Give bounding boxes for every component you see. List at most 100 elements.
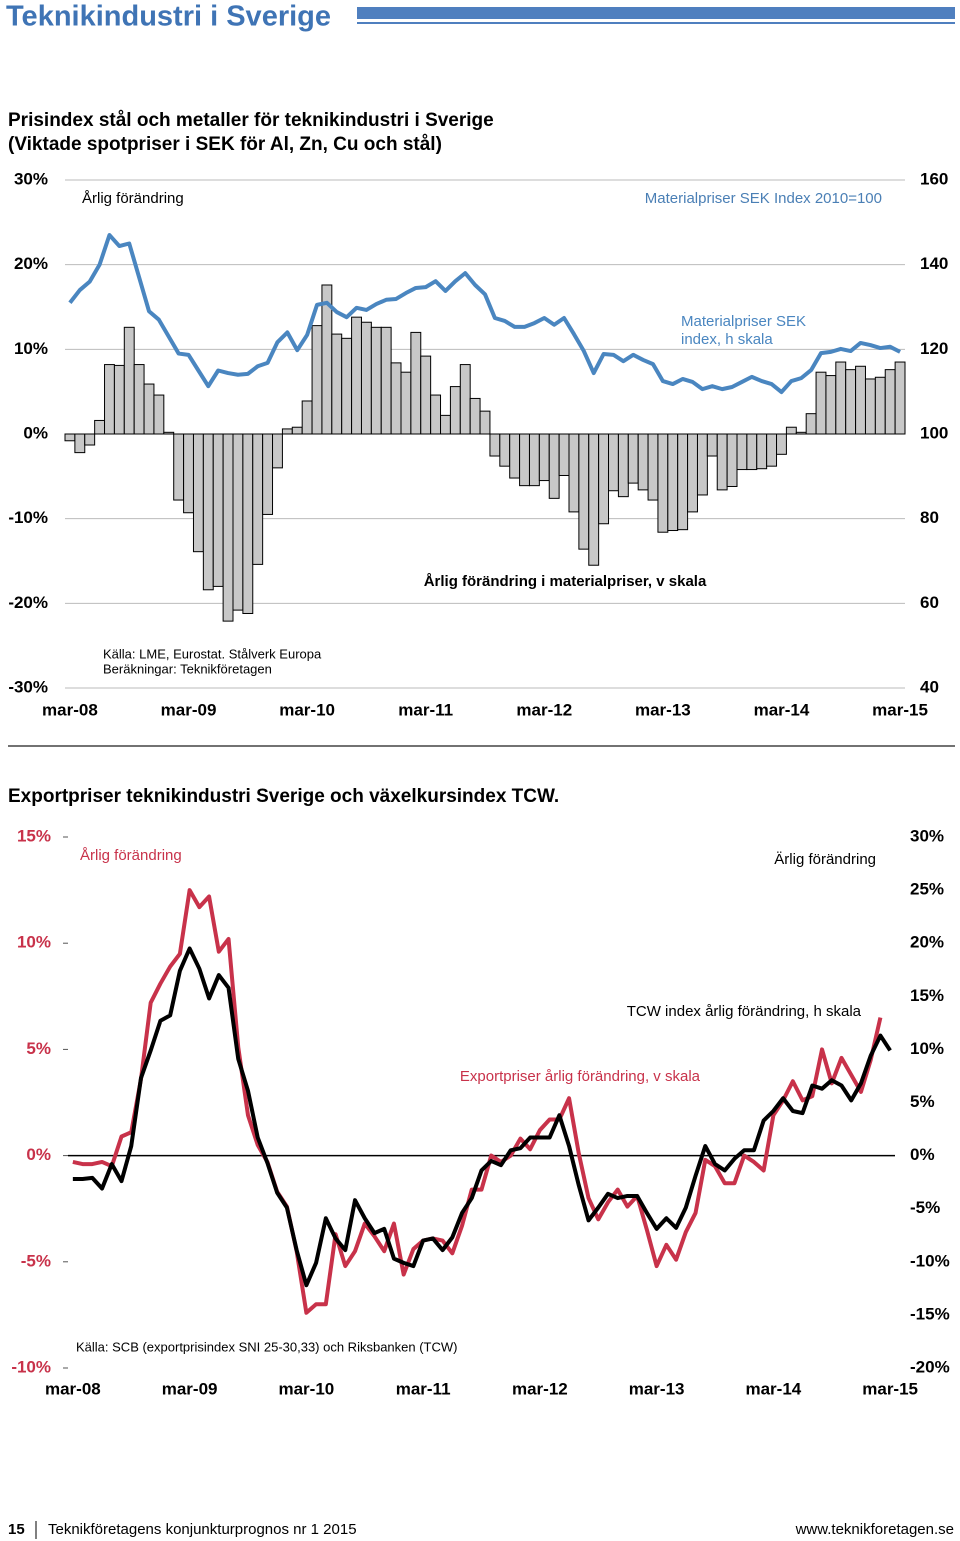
bar — [776, 433, 787, 455]
bar — [617, 433, 629, 498]
x-tick-label: mar-10 — [279, 700, 335, 719]
y-tick-label: 0% — [23, 423, 48, 442]
bar — [183, 433, 194, 514]
bar — [104, 364, 115, 435]
chart-title: Exportpriser teknikindustri Sverige och … — [8, 786, 559, 807]
bar — [173, 433, 185, 501]
bar — [677, 433, 689, 531]
bar — [608, 433, 619, 492]
bar — [440, 414, 451, 435]
bar — [331, 333, 343, 435]
x-tick-label: mar-12 — [512, 1379, 568, 1398]
x-tick-label: mar-14 — [745, 1379, 801, 1398]
bar — [400, 371, 412, 435]
y-tick-label: 20% — [14, 254, 48, 273]
bar — [351, 316, 362, 435]
y2-tick-label: 80 — [920, 508, 939, 527]
bar — [410, 331, 422, 435]
bar — [212, 433, 224, 587]
y2-tick-label: 10% — [910, 1039, 944, 1058]
y-tick-label: -20% — [8, 593, 48, 612]
series-label: Årlig förändring i materialpriser, v ska… — [424, 573, 707, 590]
y-axis-label: Årlig förändring — [82, 190, 184, 207]
bar — [153, 394, 165, 435]
y2-tick-label: -15% — [910, 1304, 950, 1323]
bar — [469, 397, 481, 435]
y2-tick-label: -20% — [910, 1357, 950, 1376]
bar — [548, 433, 560, 499]
bar — [756, 433, 768, 470]
y2-tick-label: 5% — [910, 1092, 935, 1111]
bar — [281, 428, 293, 435]
bar — [232, 433, 244, 611]
bar — [509, 433, 521, 479]
bar — [192, 433, 204, 553]
bar — [301, 400, 313, 435]
bar — [578, 433, 590, 550]
line-series — [72, 946, 892, 1288]
x-tick-label: mar-10 — [278, 1379, 334, 1398]
bar — [291, 426, 303, 435]
bar — [311, 325, 323, 435]
x-tick-label: mar-14 — [754, 700, 810, 719]
bar — [736, 433, 748, 471]
y-tick-label: 10% — [14, 339, 48, 358]
bar — [84, 433, 96, 446]
bar — [726, 433, 738, 487]
bar — [874, 376, 886, 435]
chart-title: Prisindex stål och metaller för teknikin… — [8, 110, 494, 131]
bar — [805, 413, 817, 435]
bar — [113, 364, 125, 435]
bar — [598, 433, 610, 525]
bar — [262, 433, 274, 515]
y2-tick-label: -10% — [910, 1251, 950, 1270]
bar — [528, 433, 540, 487]
y2-tick-label: 30% — [910, 826, 944, 845]
bar — [538, 433, 550, 482]
bar — [568, 433, 580, 513]
y2-tick-label: 140 — [920, 254, 948, 273]
bar — [202, 433, 214, 591]
y-tick-label: -30% — [8, 677, 48, 696]
x-tick-label: mar-09 — [162, 1379, 218, 1398]
source-note: Källa: SCB (exportprisindex SNI 25-30,33… — [76, 1339, 457, 1354]
x-tick-label: mar-09 — [161, 700, 217, 719]
bar — [894, 361, 906, 435]
y2-tick-label: 100 — [920, 423, 948, 442]
line-series — [68, 233, 901, 395]
y-axis-label: Årlig förändring — [80, 847, 182, 864]
header-title: Teknikindustri i Sverige — [6, 1, 331, 33]
x-tick-label: mar-08 — [42, 700, 98, 719]
bar — [64, 433, 76, 442]
bar — [785, 426, 797, 435]
bar — [588, 433, 600, 566]
y2-tick-label: 25% — [910, 880, 944, 899]
series-label: Materialpriser SEK index, h skala — [681, 313, 807, 348]
y2-tick-label: 40 — [920, 677, 939, 696]
y2-axis-label: Ärlig förändring — [774, 851, 876, 868]
x-tick-label: mar-11 — [398, 700, 453, 719]
x-tick-label: mar-12 — [516, 700, 572, 719]
bar — [449, 386, 461, 435]
bar — [746, 433, 758, 471]
footer-url: www.teknikforetagen.se — [795, 1521, 954, 1538]
bar — [835, 361, 847, 435]
y-tick-label: -10% — [11, 1357, 51, 1376]
y2-axis-label: Materialpriser SEK Index 2010=100 — [645, 190, 882, 207]
bar — [706, 433, 718, 457]
bar — [459, 364, 471, 435]
bar — [795, 431, 807, 435]
bar — [341, 337, 353, 435]
x-tick-label: mar-11 — [396, 1379, 451, 1398]
y-tick-label: 10% — [17, 933, 51, 952]
bar — [499, 433, 511, 467]
y2-tick-label: 20% — [910, 933, 944, 952]
y2-tick-label: 0% — [910, 1145, 935, 1164]
bar — [272, 433, 283, 469]
y2-tick-label: 60 — [920, 593, 939, 612]
bar — [519, 433, 530, 487]
y2-tick-label: 160 — [920, 169, 948, 188]
bar — [242, 433, 254, 614]
bar — [143, 383, 155, 435]
